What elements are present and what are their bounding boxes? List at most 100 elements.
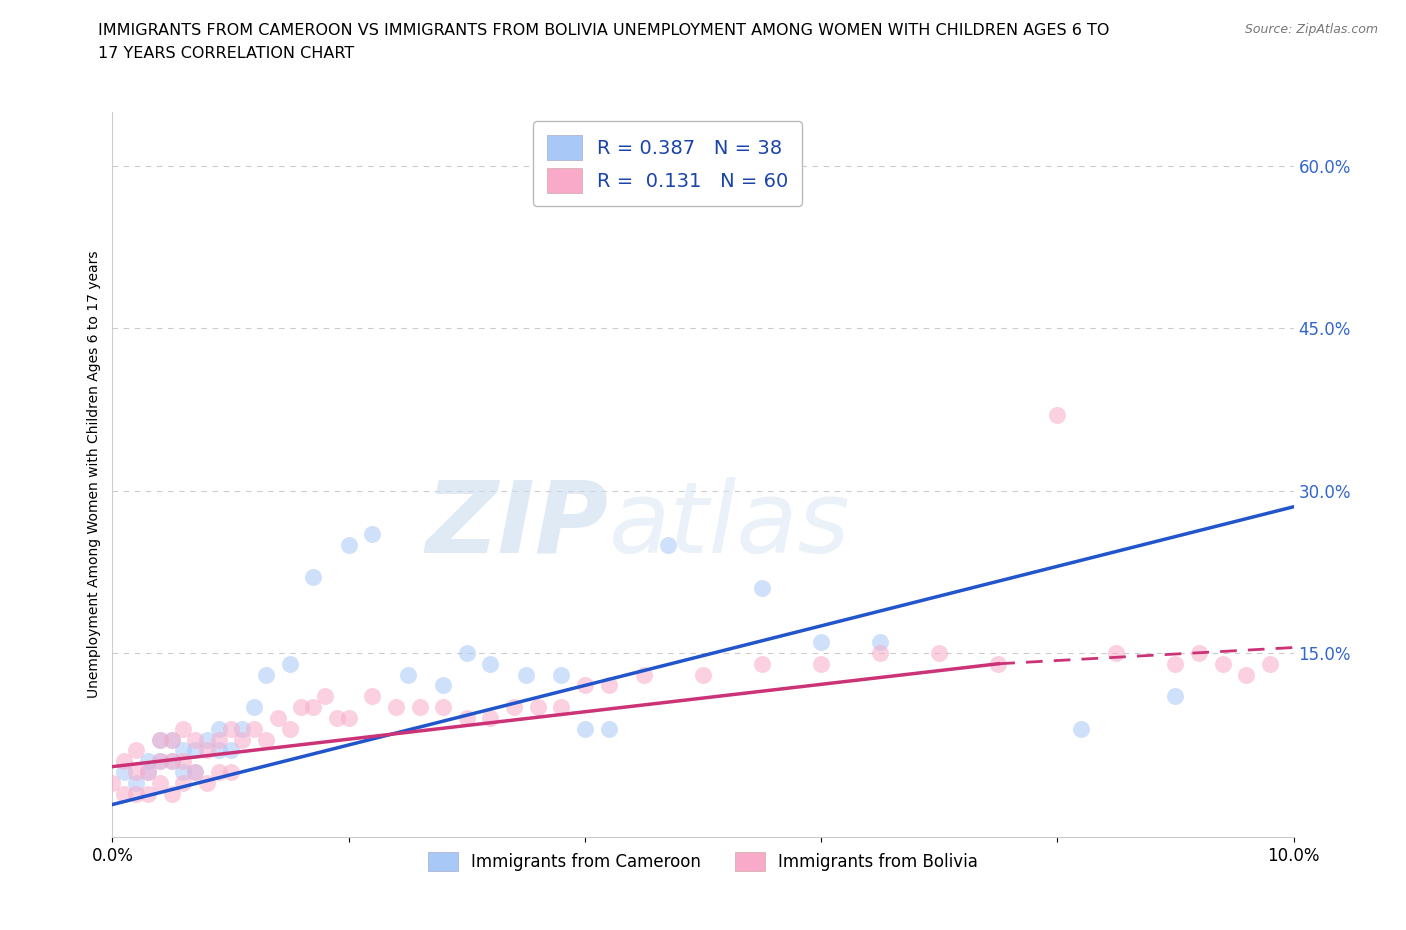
Point	[160, 754, 183, 769]
Point	[149, 754, 172, 769]
Point	[526, 699, 548, 714]
Point	[692, 667, 714, 682]
Point	[456, 711, 478, 725]
Point	[243, 699, 266, 714]
Text: Source: ZipAtlas.com: Source: ZipAtlas.com	[1244, 23, 1378, 36]
Point	[928, 645, 950, 660]
Point	[172, 722, 194, 737]
Point	[208, 743, 231, 758]
Point	[326, 711, 349, 725]
Point	[408, 699, 430, 714]
Point	[149, 776, 172, 790]
Point	[515, 667, 537, 682]
Point	[1258, 657, 1281, 671]
Point	[112, 764, 135, 779]
Point	[125, 776, 148, 790]
Point	[149, 732, 172, 747]
Point	[172, 743, 194, 758]
Point	[302, 570, 325, 585]
Point	[633, 667, 655, 682]
Point	[172, 776, 194, 790]
Point	[987, 657, 1010, 671]
Point	[598, 722, 620, 737]
Text: atlas: atlas	[609, 476, 851, 574]
Point	[195, 732, 218, 747]
Point	[550, 667, 572, 682]
Point	[503, 699, 526, 714]
Text: IMMIGRANTS FROM CAMEROON VS IMMIGRANTS FROM BOLIVIA UNEMPLOYMENT AMONG WOMEN WIT: IMMIGRANTS FROM CAMEROON VS IMMIGRANTS F…	[98, 23, 1109, 38]
Y-axis label: Unemployment Among Women with Children Ages 6 to 17 years: Unemployment Among Women with Children A…	[87, 250, 101, 698]
Point	[112, 786, 135, 801]
Point	[219, 743, 242, 758]
Point	[231, 732, 253, 747]
Point	[243, 722, 266, 737]
Point	[254, 732, 277, 747]
Point	[361, 526, 384, 541]
Point	[1234, 667, 1257, 682]
Point	[208, 722, 231, 737]
Text: 17 YEARS CORRELATION CHART: 17 YEARS CORRELATION CHART	[98, 46, 354, 61]
Point	[160, 732, 183, 747]
Legend: Immigrants from Cameroon, Immigrants from Bolivia: Immigrants from Cameroon, Immigrants fro…	[420, 844, 986, 880]
Point	[219, 764, 242, 779]
Point	[254, 667, 277, 682]
Point	[657, 538, 679, 552]
Point	[290, 699, 312, 714]
Point	[149, 732, 172, 747]
Point	[751, 580, 773, 595]
Point	[149, 754, 172, 769]
Point	[657, 191, 679, 206]
Point	[810, 634, 832, 649]
Point	[432, 678, 454, 693]
Point	[302, 699, 325, 714]
Point	[112, 754, 135, 769]
Point	[869, 645, 891, 660]
Text: ZIP: ZIP	[426, 476, 609, 574]
Point	[184, 743, 207, 758]
Point	[136, 764, 159, 779]
Point	[1070, 722, 1092, 737]
Point	[172, 754, 194, 769]
Point	[751, 657, 773, 671]
Point	[456, 645, 478, 660]
Point	[574, 722, 596, 737]
Point	[385, 699, 408, 714]
Point	[160, 786, 183, 801]
Point	[160, 732, 183, 747]
Point	[396, 667, 419, 682]
Point	[184, 732, 207, 747]
Point	[1046, 407, 1069, 422]
Point	[136, 786, 159, 801]
Point	[125, 743, 148, 758]
Point	[136, 764, 159, 779]
Point	[160, 754, 183, 769]
Point	[278, 722, 301, 737]
Point	[208, 764, 231, 779]
Point	[574, 678, 596, 693]
Point	[1164, 689, 1187, 704]
Point	[869, 634, 891, 649]
Point	[1188, 645, 1211, 660]
Point	[195, 776, 218, 790]
Point	[184, 764, 207, 779]
Point	[1105, 645, 1128, 660]
Point	[101, 776, 124, 790]
Point	[479, 657, 502, 671]
Point	[267, 711, 290, 725]
Point	[432, 699, 454, 714]
Point	[219, 722, 242, 737]
Point	[1164, 657, 1187, 671]
Point	[1212, 657, 1234, 671]
Point	[598, 678, 620, 693]
Point	[550, 699, 572, 714]
Point	[136, 754, 159, 769]
Point	[314, 689, 336, 704]
Point	[208, 732, 231, 747]
Point	[231, 722, 253, 737]
Point	[278, 657, 301, 671]
Point	[361, 689, 384, 704]
Point	[337, 538, 360, 552]
Point	[810, 657, 832, 671]
Point	[337, 711, 360, 725]
Point	[479, 711, 502, 725]
